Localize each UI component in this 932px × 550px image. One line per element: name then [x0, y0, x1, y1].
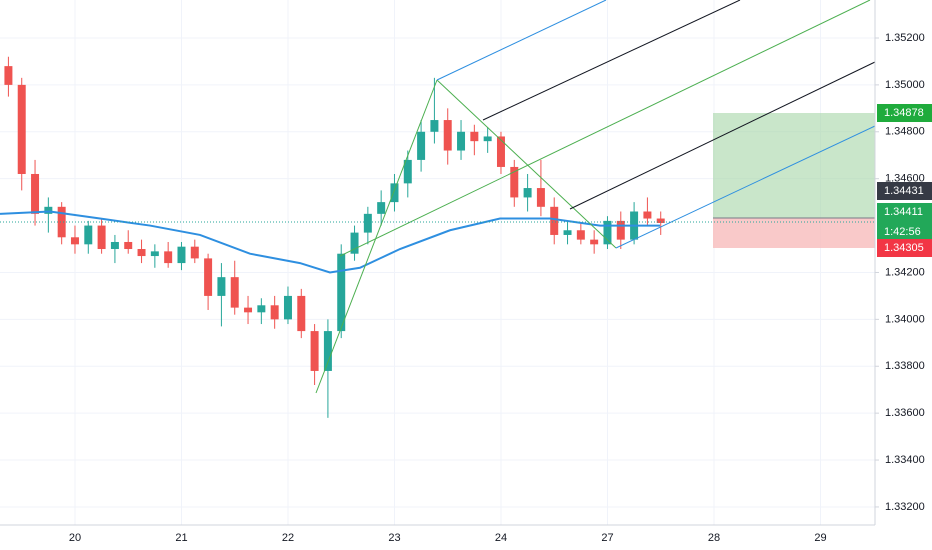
candle-body: [496, 136, 505, 167]
y-tick-label: 1.35200: [885, 32, 925, 44]
candle-body: [563, 230, 572, 235]
candle-body: [417, 131, 426, 160]
candle-body: [84, 225, 93, 245]
price-label-bg: [877, 239, 932, 257]
y-tick-label: 1.33600: [885, 407, 925, 419]
grid: [0, 0, 875, 525]
x-tick-label: 24: [495, 532, 507, 544]
candle-body: [443, 120, 452, 151]
candle-body: [350, 232, 359, 254]
x-tick-label: 20: [69, 532, 81, 544]
candle-body: [217, 277, 226, 296]
candle-body: [323, 331, 332, 371]
profit-zone: [713, 113, 875, 218]
candle-body: [164, 251, 173, 264]
candle-body: [297, 295, 306, 332]
pitchfork-median: [339, 0, 871, 257]
candle-body: [643, 211, 652, 219]
x-tick-label: 22: [282, 532, 294, 544]
candle-body: [97, 225, 106, 250]
countdown: 1:42:56: [884, 226, 921, 238]
candle-body: [616, 220, 625, 240]
candle-body: [4, 66, 13, 85]
candle-body: [377, 202, 386, 214]
price-label-bg: [877, 203, 932, 241]
candle-body: [603, 220, 612, 245]
x-tick-label: 23: [388, 532, 400, 544]
candle-body: [31, 173, 40, 214]
x-tick-label: 28: [708, 532, 720, 544]
y-tick-label: 1.33200: [885, 501, 925, 513]
y-tick-label: 1.33400: [885, 454, 925, 466]
candle-body: [403, 159, 412, 184]
candle-body: [656, 218, 665, 223]
candle-body: [137, 249, 146, 257]
moving-average: [0, 210, 660, 274]
pitchfork-line: [315, 79, 438, 394]
price-label: 1.34431: [884, 185, 924, 197]
candle-body: [536, 188, 545, 207]
pitchfork: [315, 0, 876, 394]
candle-body: [550, 206, 559, 235]
candle-body: [470, 131, 479, 142]
candle-body: [337, 253, 346, 332]
price-label: 1.34878: [884, 107, 924, 119]
y-tick-label: 1.35000: [885, 79, 925, 91]
candle-body: [576, 230, 585, 240]
candle-body: [270, 305, 279, 320]
candle-body: [283, 295, 292, 320]
y-tick-label: 1.34200: [885, 266, 925, 278]
candle-body: [257, 305, 266, 313]
candles: [0, 56, 665, 418]
candle-body: [457, 131, 466, 151]
axes: 1.35200 1.35000 1.34800 1.34600 1.34200 1.340…: [69, 32, 925, 544]
pitchfork-lower: [615, 125, 876, 249]
y-tick-label: 1.33800: [885, 360, 925, 372]
pitchfork-upper: [436, 0, 607, 81]
x-tick-label: 27: [601, 532, 613, 544]
candle-body: [483, 136, 492, 142]
candle-body: [44, 206, 53, 214]
candle-body: [110, 241, 119, 250]
candle-body: [430, 120, 439, 132]
x-tick-label: 29: [814, 532, 826, 544]
y-tick-label: 1.34000: [885, 313, 925, 325]
price-label-bg: [877, 182, 932, 200]
x-tick-label: 21: [175, 532, 187, 544]
y-tick-label: 1.34800: [885, 126, 925, 138]
candle-body: [57, 206, 66, 238]
candle-body: [390, 183, 399, 203]
candle-body: [124, 241, 133, 250]
candle-body: [17, 84, 26, 174]
price-label-bg: [877, 104, 932, 122]
y-tick-label: 1.34600: [885, 173, 925, 185]
pitchfork-line: [436, 79, 617, 249]
candle-body: [363, 213, 372, 233]
candle-body: [310, 331, 319, 371]
candle-body: [70, 237, 79, 245]
pitchfork-inner: [482, 0, 741, 121]
candle-body: [230, 277, 239, 308]
loss-zone: [713, 218, 875, 248]
candle-body: [244, 307, 253, 313]
candle-body: [204, 258, 213, 296]
candle-body: [510, 166, 519, 198]
candle-body: [590, 239, 599, 245]
price-label: 1.34411: [884, 206, 923, 218]
pitchfork-inner: [569, 61, 876, 210]
candle-body: [150, 251, 159, 257]
candle-body: [177, 246, 186, 264]
price-label: 1.34305: [884, 242, 924, 254]
candle-body: [523, 188, 532, 198]
candle-body: [190, 246, 199, 259]
price-labels: 1.34878 1.34431 1.34411 1:42:56 1.34305: [877, 104, 932, 257]
